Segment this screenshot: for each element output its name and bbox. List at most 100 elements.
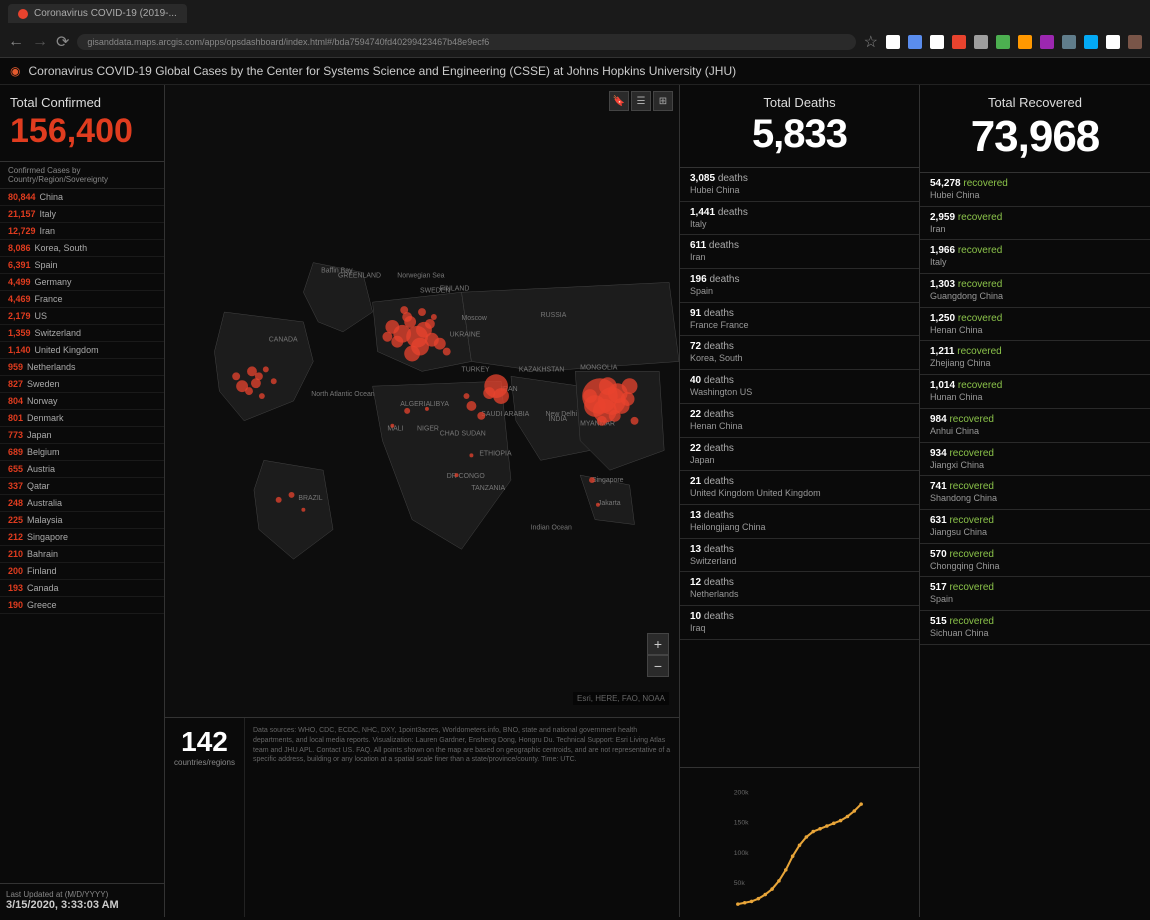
death-count: 1,441 bbox=[690, 207, 715, 218]
death-row[interactable]: 13 deathsHeilongjiang China bbox=[680, 505, 919, 539]
country-row[interactable]: 1,140United Kingdom bbox=[0, 342, 164, 359]
recovered-row[interactable]: 517 recoveredSpain bbox=[920, 577, 1150, 611]
svg-text:150k: 150k bbox=[734, 820, 749, 827]
recovered-location: Spain bbox=[930, 594, 1140, 606]
recovered-row[interactable]: 2,959 recoveredIran bbox=[920, 207, 1150, 241]
map-svg[interactable]: GREENLANDCANADARUSSIAKAZAKHSTANMONGOLIAS… bbox=[165, 85, 679, 717]
zoom-out-button[interactable]: − bbox=[647, 655, 669, 677]
country-row[interactable]: 4,469France bbox=[0, 291, 164, 308]
recovered-row[interactable]: 1,250 recoveredHenan China bbox=[920, 308, 1150, 342]
extension-icon[interactable] bbox=[1084, 35, 1098, 49]
country-row[interactable]: 801Denmark bbox=[0, 410, 164, 427]
country-row[interactable]: 200Finland bbox=[0, 563, 164, 580]
country-row[interactable]: 190Greece bbox=[0, 597, 164, 614]
recovered-row[interactable]: 1,966 recoveredItaly bbox=[920, 240, 1150, 274]
confirmed-list[interactable]: 80,844China21,157Italy12,729Iran8,086Kor… bbox=[0, 189, 164, 883]
country-row[interactable]: 6,391Spain bbox=[0, 257, 164, 274]
death-row[interactable]: 91 deathsFrance France bbox=[680, 303, 919, 337]
svg-text:TURKEY: TURKEY bbox=[462, 366, 490, 373]
country-row[interactable]: 1,359Switzerland bbox=[0, 325, 164, 342]
recovered-count: 517 bbox=[930, 582, 947, 593]
extension-icon[interactable] bbox=[1040, 35, 1054, 49]
recovered-row[interactable]: 741 recoveredShandong China bbox=[920, 476, 1150, 510]
death-row[interactable]: 12 deathsNetherlands bbox=[680, 572, 919, 606]
country-row[interactable]: 773Japan bbox=[0, 427, 164, 444]
recovered-word: recovered bbox=[963, 178, 1007, 189]
recovered-row[interactable]: 515 recoveredSichuan China bbox=[920, 611, 1150, 645]
country-row[interactable]: 804Norway bbox=[0, 393, 164, 410]
star-icon[interactable]: ☆ bbox=[864, 32, 878, 52]
svg-text:ETHIOPIA: ETHIOPIA bbox=[479, 450, 512, 457]
zoom-in-button[interactable]: + bbox=[647, 633, 669, 655]
country-row[interactable]: 337Qatar bbox=[0, 478, 164, 495]
death-row[interactable]: 13 deathsSwitzerland bbox=[680, 539, 919, 573]
extension-icon[interactable] bbox=[1018, 35, 1032, 49]
back-icon[interactable]: ← bbox=[8, 33, 24, 51]
recovered-row[interactable]: 934 recoveredJiangxi China bbox=[920, 443, 1150, 477]
death-row[interactable]: 40 deathsWashington US bbox=[680, 370, 919, 404]
death-row[interactable]: 22 deathsHenan China bbox=[680, 404, 919, 438]
recovered-list[interactable]: 54,278 recoveredHubei China2,959 recover… bbox=[920, 173, 1150, 917]
extension-icon[interactable] bbox=[886, 35, 900, 49]
death-location: Korea, South bbox=[690, 353, 909, 365]
recovered-row[interactable]: 54,278 recoveredHubei China bbox=[920, 173, 1150, 207]
recovered-location: Shandong China bbox=[930, 493, 1140, 505]
death-row[interactable]: 21 deathsUnited Kingdom United Kingdom bbox=[680, 471, 919, 505]
extension-icon[interactable] bbox=[908, 35, 922, 49]
extension-icon[interactable] bbox=[996, 35, 1010, 49]
death-word: deaths bbox=[704, 510, 734, 521]
country-row[interactable]: 21,157Italy bbox=[0, 206, 164, 223]
extension-icon[interactable] bbox=[1062, 35, 1076, 49]
extension-icon[interactable] bbox=[1128, 35, 1142, 49]
country-row[interactable]: 827Sweden bbox=[0, 376, 164, 393]
death-word: deaths bbox=[709, 240, 739, 251]
deaths-list[interactable]: 3,085 deathsHubei China1,441 deathsItaly… bbox=[680, 168, 919, 767]
reload-icon[interactable]: ⟳ bbox=[56, 32, 69, 52]
world-map[interactable]: GREENLANDCANADARUSSIAKAZAKHSTANMONGOLIAS… bbox=[165, 85, 679, 717]
extension-icon[interactable] bbox=[974, 35, 988, 49]
forward-icon[interactable]: → bbox=[32, 33, 48, 51]
death-row[interactable]: 1,441 deathsItaly bbox=[680, 202, 919, 236]
confirmed-label: Total Confirmed bbox=[10, 95, 154, 110]
country-row[interactable]: 80,844China bbox=[0, 189, 164, 206]
svg-text:SUDAN: SUDAN bbox=[462, 431, 486, 438]
recovered-row[interactable]: 570 recoveredChongqing China bbox=[920, 544, 1150, 578]
extension-icon[interactable] bbox=[1106, 35, 1120, 49]
country-row[interactable]: 8,086Korea, South bbox=[0, 240, 164, 257]
recovered-row[interactable]: 984 recoveredAnhui China bbox=[920, 409, 1150, 443]
country-row[interactable]: 210Bahrain bbox=[0, 546, 164, 563]
death-row[interactable]: 196 deathsSpain bbox=[680, 269, 919, 303]
extension-icon[interactable] bbox=[930, 35, 944, 49]
browser-tab[interactable]: Coronavirus COVID-19 (2019-... bbox=[8, 4, 187, 23]
country-row[interactable]: 655Austria bbox=[0, 461, 164, 478]
death-row[interactable]: 3,085 deathsHubei China bbox=[680, 168, 919, 202]
list-icon[interactable]: ☰ bbox=[631, 91, 651, 111]
bookmark-icon[interactable]: 🔖 bbox=[609, 91, 629, 111]
country-row[interactable]: 2,179US bbox=[0, 308, 164, 325]
death-row[interactable]: 72 deathsKorea, South bbox=[680, 336, 919, 370]
death-row[interactable]: 10 deathsIraq bbox=[680, 606, 919, 640]
country-row[interactable]: 225Malaysia bbox=[0, 512, 164, 529]
svg-text:NIGER: NIGER bbox=[417, 426, 439, 433]
grid-icon[interactable]: ⊞ bbox=[653, 91, 673, 111]
url-field[interactable]: gisanddata.maps.arcgis.com/apps/opsdashb… bbox=[77, 34, 855, 50]
shield-icon: ◉ bbox=[10, 64, 20, 78]
recovered-row[interactable]: 631 recoveredJiangsu China bbox=[920, 510, 1150, 544]
country-count: 773 bbox=[8, 430, 23, 440]
death-row[interactable]: 611 deathsIran bbox=[680, 235, 919, 269]
country-row[interactable]: 212Singapore bbox=[0, 529, 164, 546]
country-row[interactable]: 248Australia bbox=[0, 495, 164, 512]
country-count: 689 bbox=[8, 447, 23, 457]
country-name: Korea, South bbox=[35, 243, 88, 253]
recovered-row[interactable]: 1,211 recoveredZhejiang China bbox=[920, 341, 1150, 375]
country-row[interactable]: 4,499Germany bbox=[0, 274, 164, 291]
country-row[interactable]: 689Belgium bbox=[0, 444, 164, 461]
country-row[interactable]: 193Canada bbox=[0, 580, 164, 597]
recovered-row[interactable]: 1,014 recoveredHunan China bbox=[920, 375, 1150, 409]
recovered-row[interactable]: 1,303 recoveredGuangdong China bbox=[920, 274, 1150, 308]
extension-icon[interactable] bbox=[952, 35, 966, 49]
country-row[interactable]: 959Netherlands bbox=[0, 359, 164, 376]
recovered-location: Italy bbox=[930, 257, 1140, 269]
country-row[interactable]: 12,729Iran bbox=[0, 223, 164, 240]
death-row[interactable]: 22 deathsJapan bbox=[680, 438, 919, 472]
